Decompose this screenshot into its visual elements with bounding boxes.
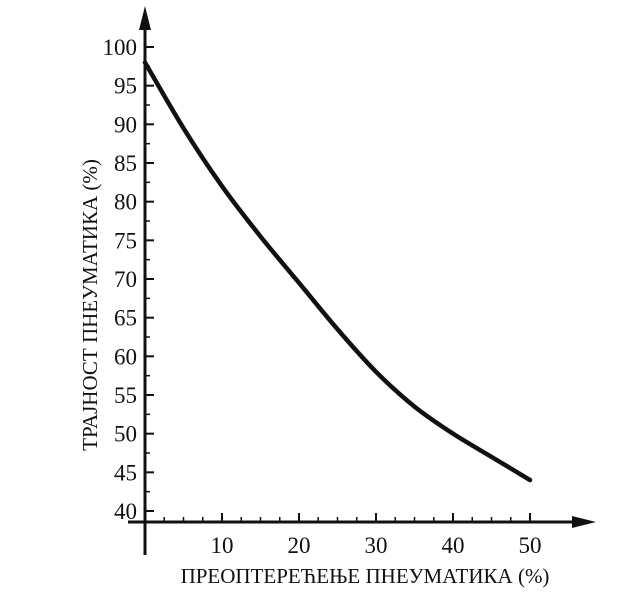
y-tick-label: 65 <box>114 306 137 331</box>
y-axis-arrow <box>139 6 151 30</box>
y-tick-label: 90 <box>114 112 137 137</box>
ticks <box>145 46 531 522</box>
x-tick-label: 10 <box>211 533 234 558</box>
x-tick-label: 20 <box>288 533 311 558</box>
y-tick-label: 40 <box>114 499 137 524</box>
x-tick-label: 40 <box>442 533 465 558</box>
y-tick-label: 80 <box>114 190 137 215</box>
x-axis-arrow <box>572 516 596 528</box>
y-tick-label: 95 <box>114 74 137 99</box>
y-tick-label: 100 <box>103 35 138 60</box>
y-tick-label: 70 <box>114 267 137 292</box>
y-tick-label: 85 <box>114 151 137 176</box>
x-axis-title: ПРЕОПТЕРЕЋЕЊЕ ПНЕУМАТИКА (%) <box>181 564 550 588</box>
y-tick-label: 50 <box>114 422 137 447</box>
series-line <box>142 60 533 483</box>
tick-labels: 40 45 50 55 60 65 70 75 80 85 90 95 100 10 20 30 40 50 <box>103 35 542 558</box>
y-tick-label: 45 <box>114 460 137 485</box>
x-tick-label: 50 <box>519 533 542 558</box>
x-tick-label: 30 <box>365 533 388 558</box>
y-tick-label: 75 <box>114 228 137 253</box>
series <box>142 60 533 483</box>
y-axis-title: ТРАЈНОСТ ПНЕУМАТИКА (%) <box>78 159 102 451</box>
y-tick-label: 55 <box>114 383 137 408</box>
y-tick-label: 60 <box>114 344 137 369</box>
axes <box>128 6 596 555</box>
